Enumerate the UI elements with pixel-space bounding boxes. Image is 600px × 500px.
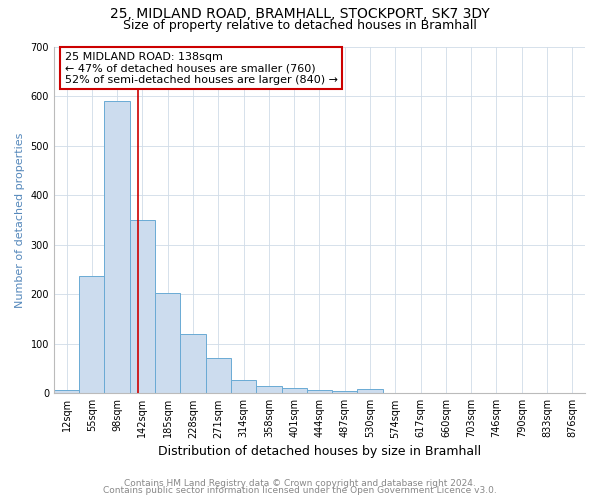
Bar	[155, 293, 181, 394]
Bar	[231, 380, 256, 394]
Bar	[206, 358, 231, 394]
Bar	[256, 386, 281, 394]
Bar	[54, 390, 79, 394]
Text: Contains public sector information licensed under the Open Government Licence v3: Contains public sector information licen…	[103, 486, 497, 495]
Bar	[358, 390, 383, 394]
Text: Contains HM Land Registry data © Crown copyright and database right 2024.: Contains HM Land Registry data © Crown c…	[124, 478, 476, 488]
X-axis label: Distribution of detached houses by size in Bramhall: Distribution of detached houses by size …	[158, 444, 481, 458]
Bar	[281, 388, 307, 394]
Bar	[307, 390, 332, 394]
Bar	[79, 276, 104, 394]
Bar	[130, 220, 155, 394]
Y-axis label: Number of detached properties: Number of detached properties	[15, 132, 25, 308]
Text: 25 MIDLAND ROAD: 138sqm
← 47% of detached houses are smaller (760)
52% of semi-d: 25 MIDLAND ROAD: 138sqm ← 47% of detache…	[65, 52, 338, 85]
Bar	[104, 101, 130, 394]
Bar	[332, 391, 358, 394]
Bar	[181, 334, 206, 394]
Text: Size of property relative to detached houses in Bramhall: Size of property relative to detached ho…	[123, 18, 477, 32]
Text: 25, MIDLAND ROAD, BRAMHALL, STOCKPORT, SK7 3DY: 25, MIDLAND ROAD, BRAMHALL, STOCKPORT, S…	[110, 8, 490, 22]
